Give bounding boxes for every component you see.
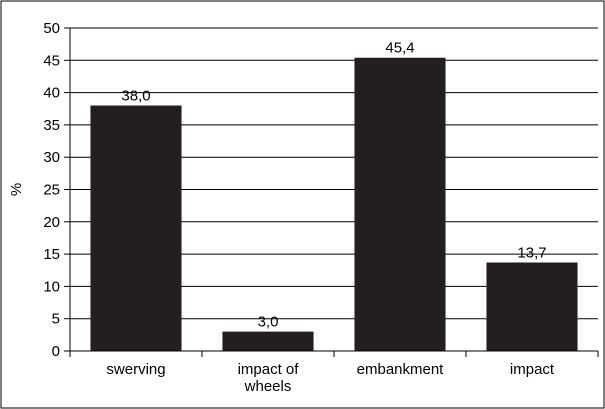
y-tick-label: 15 (43, 246, 60, 263)
y-tick-label: 0 (52, 343, 60, 360)
data-label: 3,0 (258, 314, 279, 331)
category-label-line: impact of (238, 361, 300, 378)
bars (90, 57, 578, 352)
category-labels: swerving impact of wheels embankment impact (106, 361, 555, 395)
axes (64, 27, 599, 357)
bar (354, 57, 446, 351)
y-tick-label: 10 (43, 278, 60, 295)
category-label-line: wheels (244, 378, 292, 395)
y-tick-label: 45 (43, 52, 60, 69)
category-label-line: embankment (357, 361, 445, 378)
category-label-line: swerving (106, 361, 165, 378)
data-label: 45,4 (385, 40, 414, 57)
category-label: embankment (357, 361, 445, 378)
category-label: impact (510, 361, 555, 378)
bar (90, 105, 182, 352)
y-axis-title: % (8, 183, 25, 196)
category-label: swerving (106, 361, 165, 378)
category-label: impact of wheels (238, 361, 300, 395)
data-label: 13,7 (517, 244, 546, 261)
y-tick-label: 30 (43, 149, 60, 166)
category-label-line: impact (510, 361, 555, 378)
data-label: 38,0 (121, 88, 150, 105)
data-labels: 38,0 3,0 45,4 13,7 (121, 40, 546, 331)
y-tick-label: 25 (43, 182, 60, 199)
y-tick-labels: 0 5 10 15 20 25 30 35 40 45 50 (43, 20, 60, 360)
y-tick-label: 40 (43, 85, 60, 102)
bar (222, 331, 314, 351)
y-tick-label: 5 (52, 311, 60, 328)
y-tick-label: 20 (43, 214, 60, 231)
bar (486, 262, 578, 351)
y-tick-label: 50 (43, 20, 60, 37)
y-tick-label: 35 (43, 117, 60, 134)
